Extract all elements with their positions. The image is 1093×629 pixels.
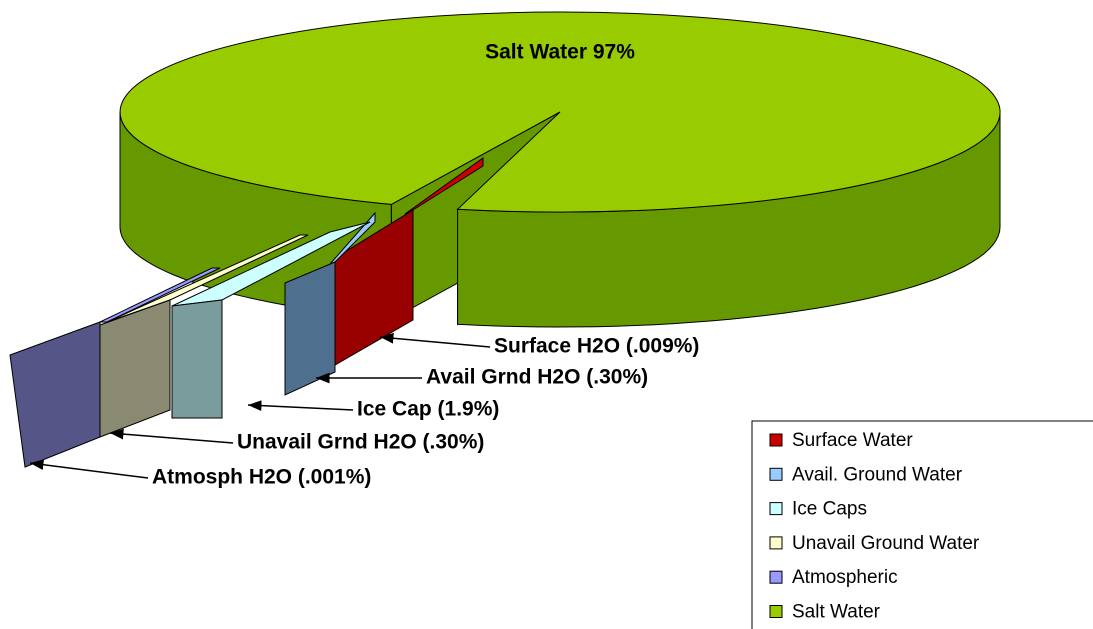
legend-swatch <box>769 536 783 550</box>
slab <box>9 321 101 468</box>
legend-label: Avail. Ground Water <box>792 464 963 485</box>
leader-arrow <box>247 400 354 412</box>
legend-label: Salt Water <box>792 602 881 623</box>
legend: Surface Water Avail. Ground Water Ice Caps… <box>751 420 1093 629</box>
legend-swatch <box>769 605 783 618</box>
legend-swatch <box>769 433 783 447</box>
slab-top <box>99 267 221 323</box>
slab <box>171 299 223 419</box>
legend-swatch <box>769 467 783 481</box>
slab <box>284 261 336 396</box>
pie-top <box>119 11 1001 213</box>
labels: Salt Water 97% Surface H2O (.009%) Avail G… <box>29 41 699 489</box>
leader-arrow <box>379 332 491 348</box>
legend-box <box>751 420 1093 629</box>
legend-swatch <box>769 570 783 584</box>
legend-label: Atmospheric <box>792 567 898 588</box>
slabs <box>9 157 484 468</box>
pie <box>119 11 1001 328</box>
legend-label: Ice Caps <box>792 499 867 520</box>
leader-arrow <box>29 459 149 479</box>
legend-label: Surface Water <box>792 430 913 451</box>
slice-label: Avail Grnd H2O (.30%) <box>426 366 648 389</box>
slice-label: Salt Water 97% <box>485 41 635 64</box>
legend-label: Unavail Ground Water <box>792 533 980 554</box>
slice-label: Atmosph H2O (.001%) <box>152 466 371 489</box>
slice-label: Unavail Grnd H2O (.30%) <box>237 431 484 454</box>
slice-label: Surface H2O (.009%) <box>494 335 699 358</box>
legend-swatch <box>769 502 783 516</box>
leader-arrow <box>109 428 234 444</box>
slice-label: Ice Cap (1.9%) <box>357 398 499 421</box>
